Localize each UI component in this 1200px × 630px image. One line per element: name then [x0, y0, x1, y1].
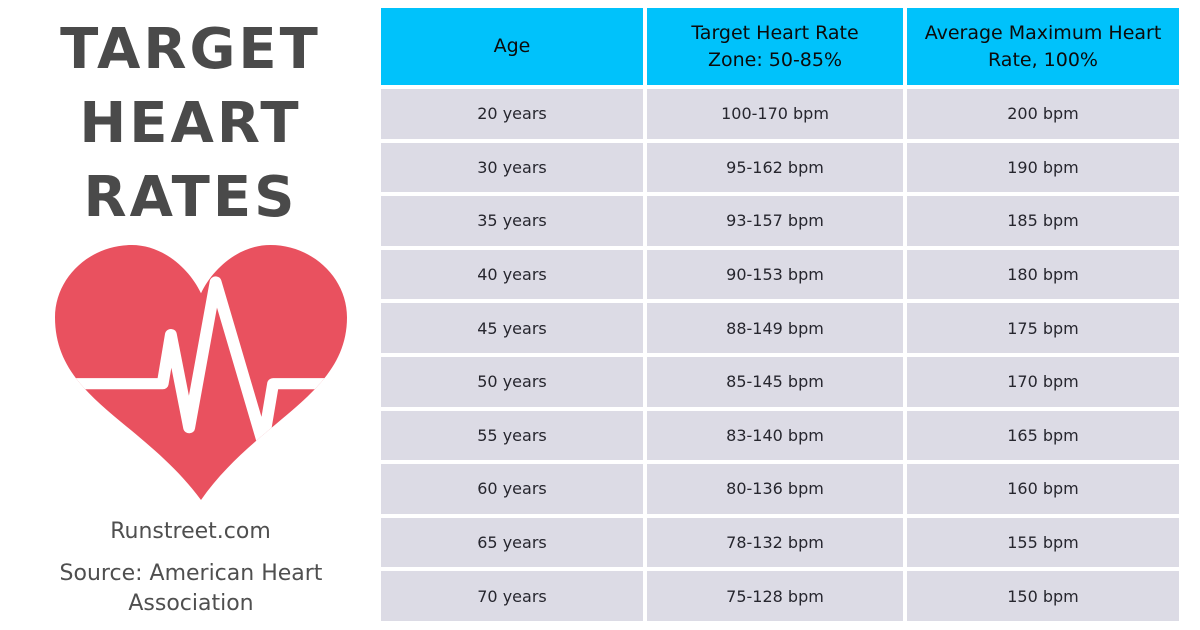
- header-cell-max-rate: Average Maximum Heart Rate, 100%: [907, 8, 1179, 85]
- table-cell: 160 bpm: [907, 464, 1179, 514]
- table-cell: 65 years: [381, 517, 643, 568]
- table-cell: 175 bpm: [907, 303, 1179, 353]
- table-cell: 60 years: [381, 464, 643, 514]
- page-title-line-1: TARGET: [60, 17, 321, 82]
- table-cell: 20 years: [381, 89, 643, 139]
- heart-rate-table: Age Target Heart Rate Zone: 50-85% Avera…: [381, 8, 1179, 621]
- table-cell: 90-153 bpm: [647, 249, 903, 300]
- source-text: Source: American Heart Association: [59, 561, 323, 616]
- page-title-line-3: RATES: [83, 165, 298, 230]
- table-cell: 70 years: [381, 571, 643, 621]
- table-cell: 170 bpm: [907, 356, 1179, 407]
- heart-pulse-icon: [55, 245, 347, 500]
- left-panel: TARGET HEART RATES Runstreet.com Source:…: [0, 0, 381, 630]
- table-cell: 150 bpm: [907, 571, 1179, 621]
- table-cell: 155 bpm: [907, 517, 1179, 568]
- table-cell: 78-132 bpm: [647, 517, 903, 568]
- table-cell: 95-162 bpm: [647, 142, 903, 193]
- table-cell: 200 bpm: [907, 89, 1179, 139]
- table-cell: 180 bpm: [907, 249, 1179, 300]
- table-cell: 45 years: [381, 303, 643, 353]
- table-cell: 100-170 bpm: [647, 89, 903, 139]
- page-title-line-2: HEART: [79, 91, 302, 156]
- table-cell: 185 bpm: [907, 196, 1179, 246]
- table-cell: 85-145 bpm: [647, 356, 903, 407]
- table-cell: 88-149 bpm: [647, 303, 903, 353]
- page-title: TARGET HEART RATES: [0, 13, 381, 235]
- table-cell: 30 years: [381, 142, 643, 193]
- table-cell: 83-140 bpm: [647, 410, 903, 461]
- table-cell: 80-136 bpm: [647, 464, 903, 514]
- header-cell-age: Age: [381, 8, 643, 85]
- table-cell: 40 years: [381, 249, 643, 300]
- table-cell: 165 bpm: [907, 410, 1179, 461]
- table-cell: 75-128 bpm: [647, 571, 903, 621]
- header-cell-target-zone: Target Heart Rate Zone: 50-85%: [647, 8, 903, 85]
- table-cell: 190 bpm: [907, 142, 1179, 193]
- website-text: Runstreet.com: [110, 519, 271, 544]
- table-cell: 35 years: [381, 196, 643, 246]
- table-cell: 93-157 bpm: [647, 196, 903, 246]
- table-cell: 50 years: [381, 356, 643, 407]
- table-cell: 55 years: [381, 410, 643, 461]
